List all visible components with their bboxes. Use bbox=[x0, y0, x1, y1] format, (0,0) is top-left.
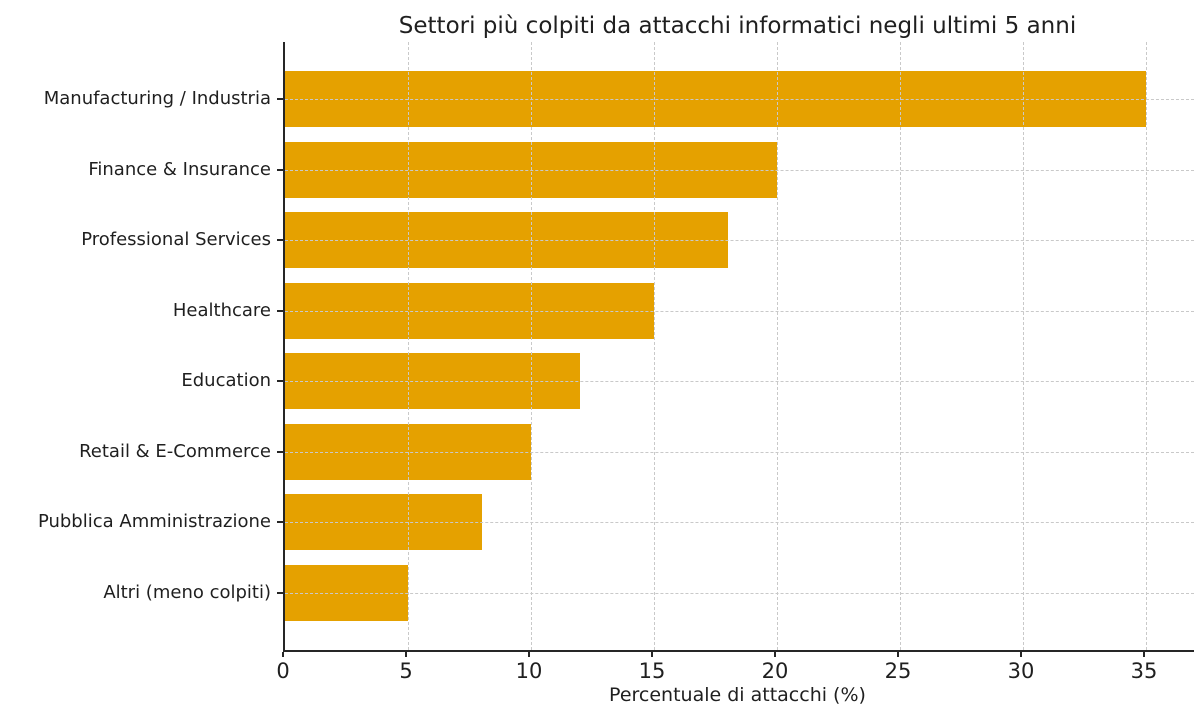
horizontal-gridline bbox=[285, 593, 1194, 594]
vertical-gridline bbox=[900, 42, 902, 650]
horizontal-gridline bbox=[285, 99, 1194, 100]
vertical-gridline bbox=[1023, 42, 1025, 650]
x-tick-label: 25 bbox=[884, 659, 912, 683]
y-tick-mark bbox=[277, 309, 283, 312]
y-tick-mark bbox=[277, 450, 283, 453]
horizontal-gridline bbox=[285, 522, 1194, 524]
x-axis-label: Percentuale di attacchi (%) bbox=[609, 684, 866, 706]
horizontal-gridline bbox=[285, 169, 1194, 171]
y-tick-label: Manufacturing / Industria bbox=[43, 88, 271, 109]
vertical-gridline bbox=[654, 42, 655, 650]
y-tick-mark bbox=[277, 168, 283, 171]
plot-area bbox=[283, 42, 1194, 652]
x-tick-label: 30 bbox=[1007, 659, 1035, 683]
y-tick-mark bbox=[277, 592, 283, 594]
vertical-gridline bbox=[777, 42, 779, 650]
x-tick-mark bbox=[528, 652, 530, 657]
vertical-gridline bbox=[1146, 42, 1148, 650]
x-tick-label: 5 bbox=[399, 659, 413, 683]
y-tick-mark bbox=[277, 98, 283, 100]
x-tick-label: 0 bbox=[276, 659, 290, 683]
x-tick-label: 10 bbox=[515, 659, 543, 683]
chart-title: Settori più colpiti da attacchi informat… bbox=[398, 13, 1077, 39]
y-tick-label: Finance & Insurance bbox=[88, 158, 271, 180]
x-tick-mark bbox=[1020, 652, 1023, 657]
y-tick-label: Altri (meno colpiti) bbox=[103, 582, 271, 603]
horizontal-gridline bbox=[285, 381, 1194, 383]
y-tick-label: Healthcare bbox=[172, 299, 271, 321]
vertical-gridline bbox=[531, 42, 532, 650]
x-tick-mark bbox=[282, 652, 284, 657]
x-tick-mark bbox=[774, 652, 777, 657]
y-tick-label: Pubblica Amministrazione bbox=[37, 511, 271, 533]
y-tick-mark bbox=[277, 239, 283, 242]
y-tick-mark bbox=[277, 521, 283, 524]
x-tick-label: 35 bbox=[1130, 659, 1158, 683]
vertical-gridline bbox=[408, 42, 409, 650]
y-tick-label: Professional Services bbox=[81, 229, 271, 251]
y-tick-mark bbox=[277, 380, 283, 383]
x-tick-mark bbox=[1143, 652, 1146, 657]
horizontal-gridline bbox=[285, 310, 1194, 312]
y-tick-label: Education bbox=[181, 370, 271, 392]
y-tick-label: Retail & E-Commerce bbox=[79, 440, 271, 462]
horizontal-gridline bbox=[285, 240, 1194, 242]
x-tick-mark bbox=[897, 652, 900, 657]
x-tick-label: 15 bbox=[638, 659, 666, 683]
x-tick-label: 20 bbox=[761, 659, 789, 683]
x-tick-mark bbox=[651, 652, 653, 657]
x-tick-mark bbox=[405, 652, 407, 657]
horizontal-gridline bbox=[285, 451, 1194, 453]
